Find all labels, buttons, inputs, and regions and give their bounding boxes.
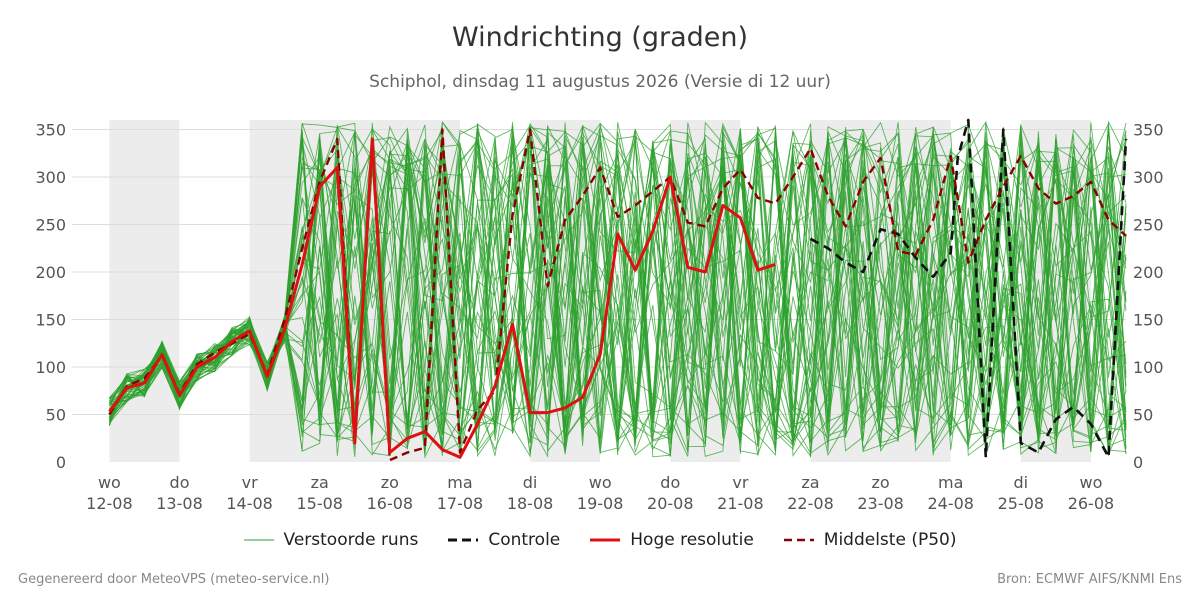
y-tick-label-left: 350 <box>35 121 66 140</box>
x-tick-label-day: ma <box>938 473 963 492</box>
x-tick-label-day: ma <box>447 473 472 492</box>
y-tick-label-right: 200 <box>1133 263 1164 282</box>
x-tick-label-date: 16-08 <box>367 494 414 513</box>
x-tick-label-date: 20-08 <box>647 494 694 513</box>
x-tick-label-day: do <box>660 473 680 492</box>
x-tick-label-day: zo <box>872 473 890 492</box>
legend-item-median: Middelste (P50) <box>783 530 957 550</box>
x-tick-label-day: wo <box>98 473 121 492</box>
x-tick-label-date: 21-08 <box>717 494 764 513</box>
x-tick-label-date: 25-08 <box>998 494 1045 513</box>
x-tick-label-day: zo <box>381 473 399 492</box>
x-tick-label-day: vr <box>732 473 748 492</box>
legend-item-ensemble: Verstoorde runs <box>243 530 419 550</box>
x-tick-label-date: 15-08 <box>296 494 343 513</box>
y-tick-label-left: 0 <box>56 453 66 472</box>
y-tick-label-right: 150 <box>1133 311 1164 330</box>
chart-title: Windrichting (graden) <box>451 22 749 53</box>
footer-generator: Gegenereerd door MeteoVPS (meteo-service… <box>18 572 330 587</box>
legend-label-ensemble: Verstoorde runs <box>283 530 419 550</box>
median-series-line <box>108 128 1127 462</box>
x-tick-label-date: 13-08 <box>156 494 203 513</box>
hires-series-line <box>108 137 776 459</box>
y-tick-label-right: 100 <box>1133 358 1164 377</box>
main-series <box>108 118 1128 462</box>
x-tick-label-date: 18-08 <box>507 494 554 513</box>
axes: 0 0 50 50 100 100 150 150 200 200 250 250 300 300 350 3… <box>35 121 1163 514</box>
legend: Verstoorde runs Controle Hoge resolutie … <box>0 530 1200 550</box>
legend-swatch-ensemble <box>243 539 274 541</box>
legend-item-control: Controle <box>448 530 560 550</box>
legend-item-hires: Hoge resolutie <box>590 530 754 550</box>
y-tick-label-left: 50 <box>46 406 66 425</box>
y-tick-label-right: 350 <box>1133 121 1164 140</box>
legend-label-hires: Hoge resolutie <box>630 530 754 550</box>
x-tick-label-date: 19-08 <box>577 494 624 513</box>
x-tick-label-date: 12-08 <box>86 494 133 513</box>
x-tick-label-day: wo <box>589 473 612 492</box>
control-series-line <box>809 118 1128 459</box>
y-tick-label-left: 250 <box>35 216 66 235</box>
x-tick-label-date: 17-08 <box>437 494 484 513</box>
y-tick-label-left: 300 <box>35 168 66 187</box>
x-tick-label-date: 26-08 <box>1068 494 1115 513</box>
y-tick-label-right: 250 <box>1133 216 1164 235</box>
x-tick-label-day: za <box>311 473 329 492</box>
x-tick-label-date: 23-08 <box>857 494 904 513</box>
chart-subtitle: Schiphol, dinsdag 11 augustus 2026 (Vers… <box>369 72 831 92</box>
x-tick-label-date: 14-08 <box>226 494 273 513</box>
x-tick-label-day: wo <box>1080 473 1103 492</box>
x-tick-label-day: za <box>801 473 819 492</box>
x-tick-label-day: vr <box>242 473 258 492</box>
y-tick-label-right: 50 <box>1133 406 1153 425</box>
y-tick-label-left: 100 <box>35 358 66 377</box>
x-tick-label-day: di <box>1014 473 1029 492</box>
legend-label-median: Middelste (P50) <box>823 530 957 550</box>
y-tick-label-right: 300 <box>1133 168 1164 187</box>
x-tick-label-date: 24-08 <box>927 494 974 513</box>
y-tick-label-right: 0 <box>1133 453 1143 472</box>
y-tick-label-left: 150 <box>35 311 66 330</box>
x-tick-label-day: do <box>170 473 190 492</box>
legend-swatch-median <box>783 538 814 542</box>
footer-source: Bron: ECMWF AIFS/KNMI Ens <box>997 572 1182 587</box>
legend-label-control: Controle <box>488 530 561 550</box>
x-tick-label-day: di <box>523 473 538 492</box>
legend-swatch-control <box>448 538 479 542</box>
legend-swatch-hires <box>590 538 621 542</box>
y-tick-label-left: 200 <box>35 263 66 282</box>
x-tick-label-date: 22-08 <box>787 494 834 513</box>
ensemble-run-line <box>109 125 1127 458</box>
